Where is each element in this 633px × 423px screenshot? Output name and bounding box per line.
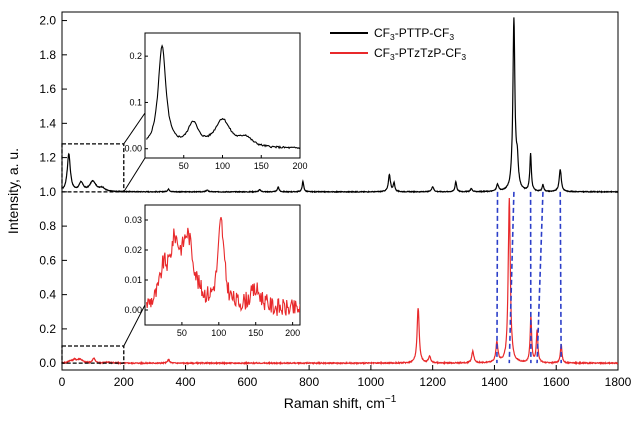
inset-bottom-frame bbox=[145, 205, 300, 325]
inset-top-y-tick-label: 0.1 bbox=[129, 97, 142, 107]
y-tick-label: 2.0 bbox=[39, 14, 56, 28]
y-tick-label: 0.2 bbox=[39, 322, 56, 336]
x-tick-label: 400 bbox=[176, 375, 196, 389]
inset-bottom-x-tick-label: 100 bbox=[211, 328, 226, 338]
x-tick-label: 1400 bbox=[481, 375, 508, 389]
x-tick-label: 800 bbox=[299, 375, 319, 389]
inset-top-y-tick-label: 0.2 bbox=[129, 51, 142, 61]
y-tick-label: 0.6 bbox=[39, 253, 56, 267]
x-tick-label: 600 bbox=[237, 375, 257, 389]
x-axis-unit-superscript: −1 bbox=[385, 394, 397, 405]
y-tick-label: 1.6 bbox=[39, 82, 56, 96]
inset-connector-top bbox=[124, 113, 145, 144]
peak-guide-line bbox=[537, 192, 543, 363]
legend-label-2: CF3-PTzTzP-CF3 bbox=[374, 46, 466, 62]
inset-top-x-tick-label: 100 bbox=[215, 161, 230, 171]
inset-bottom-x-tick-label: 150 bbox=[248, 328, 263, 338]
inset-bottom-x-tick-label: 200 bbox=[285, 328, 300, 338]
x-tick-label: 1000 bbox=[358, 375, 385, 389]
y-tick-label: 1.2 bbox=[39, 151, 56, 165]
y-tick-label: 1.0 bbox=[39, 185, 56, 199]
y-tick-label: 0.4 bbox=[39, 288, 56, 302]
y-tick-label: 0.8 bbox=[39, 219, 56, 233]
inset-top-y-tick-label: 0.00 bbox=[124, 144, 142, 154]
x-tick-label: 1600 bbox=[543, 375, 570, 389]
peak-guide-line bbox=[560, 192, 561, 363]
zoom-box-1 bbox=[62, 144, 124, 192]
y-axis-title: Intensity, a. u. bbox=[5, 148, 21, 234]
peak-guide-line bbox=[497, 192, 498, 363]
y-tick-label: 0.0 bbox=[39, 356, 56, 370]
inset-bottom-x-tick-label: 50 bbox=[177, 328, 187, 338]
inset-bottom-y-tick-label: 0.02 bbox=[124, 245, 142, 255]
x-tick-label: 200 bbox=[114, 375, 134, 389]
y-tick-label: 1.4 bbox=[39, 116, 56, 130]
inset-top-x-tick-label: 50 bbox=[179, 161, 189, 171]
inset-top-frame bbox=[145, 33, 300, 158]
inset-bottom-y-tick-label: 0.01 bbox=[124, 275, 142, 285]
legend-label-1: CF3-PTTP-CF3 bbox=[374, 26, 454, 42]
x-tick-label: 0 bbox=[59, 375, 66, 389]
inset-connector-top-2 bbox=[124, 158, 145, 192]
y-tick-label: 1.8 bbox=[39, 48, 56, 62]
inset-top-x-tick-label: 150 bbox=[254, 161, 269, 171]
inset-top-x-tick-label: 200 bbox=[292, 161, 307, 171]
inset-bottom-y-tick-label: 0.00 bbox=[124, 305, 142, 315]
x-axis-title: Raman shift, cm−1 bbox=[284, 394, 397, 411]
x-tick-label: 1200 bbox=[419, 375, 446, 389]
x-tick-label: 1800 bbox=[605, 375, 632, 389]
inset-bottom-y-tick-label: 0.03 bbox=[124, 215, 142, 225]
